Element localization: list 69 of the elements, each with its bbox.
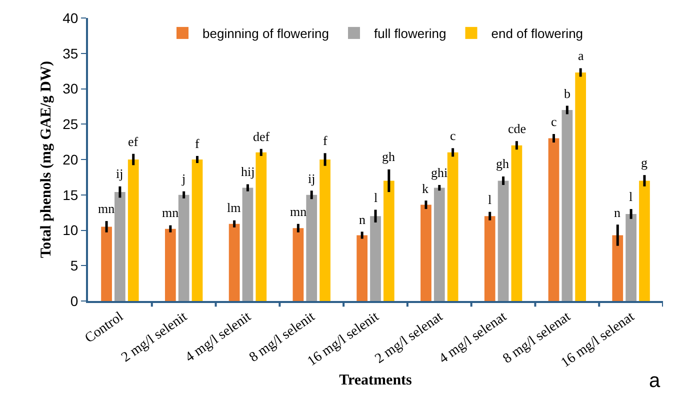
- annotation: mn: [98, 201, 116, 216]
- bar: [128, 160, 139, 301]
- bar: [101, 226, 112, 301]
- bar: [306, 194, 318, 301]
- annotation: n: [359, 212, 366, 227]
- bar: [192, 160, 203, 301]
- bar: [434, 188, 445, 301]
- annotation: f: [195, 136, 200, 151]
- annotation: a: [578, 48, 584, 63]
- bar: [420, 204, 432, 301]
- y-tick-label: 15: [62, 186, 78, 203]
- bar: [178, 194, 190, 301]
- bar: [484, 216, 496, 301]
- legend-label: beginning of flowering: [202, 26, 329, 42]
- bar: [548, 138, 560, 301]
- annotation: ef: [128, 134, 139, 149]
- bar: [383, 180, 394, 301]
- annotation: f: [323, 133, 328, 148]
- bar: [164, 228, 176, 301]
- legend-label: end of flowering: [491, 26, 584, 42]
- annotation: hij: [241, 164, 255, 179]
- bar: [447, 152, 458, 301]
- bar: [575, 72, 586, 301]
- y-tick-label: 0: [70, 292, 78, 309]
- annotation: b: [564, 86, 570, 101]
- y-tick-label: 5: [70, 258, 78, 274]
- y-tick-label: 40: [62, 10, 78, 26]
- annotation: c: [551, 114, 557, 129]
- annotation: l: [374, 190, 378, 205]
- y-tick-label: 20: [62, 151, 78, 168]
- text: a: [649, 370, 661, 392]
- y-axis-title: Total phenols (mg GAE/g DW): [38, 61, 54, 258]
- annotation: g: [641, 155, 648, 170]
- annotation: n: [614, 205, 621, 220]
- annotation: mn: [290, 204, 308, 219]
- y-tick-label: 25: [62, 116, 78, 132]
- bar: [114, 192, 126, 301]
- bar: [242, 188, 254, 301]
- y-tick-label: 10: [62, 222, 78, 238]
- annotation: def: [253, 129, 270, 144]
- bar: [498, 180, 509, 301]
- bar: [612, 235, 624, 301]
- annotation: mn: [162, 205, 180, 220]
- annotation: l: [488, 192, 492, 207]
- annotation: j: [181, 171, 186, 186]
- annotation: ij: [308, 171, 316, 186]
- bar: [228, 224, 240, 301]
- bar: [562, 110, 573, 301]
- x-axis-title: Treatments: [339, 372, 412, 388]
- annotation: c: [450, 128, 456, 143]
- annotation: gh: [496, 156, 510, 171]
- bar: [639, 180, 650, 301]
- bar: [292, 228, 304, 301]
- bar: [256, 152, 267, 301]
- bar: [356, 235, 368, 301]
- y-tick-label: 35: [62, 45, 78, 62]
- y-tick-label: 30: [62, 80, 78, 97]
- bar: [511, 145, 522, 301]
- annotation: ij: [116, 166, 124, 181]
- annotation: l: [629, 189, 633, 204]
- annotation: lm: [227, 200, 241, 215]
- legend-label: full flowering: [374, 26, 446, 42]
- bar: [320, 160, 330, 301]
- bar: [626, 214, 636, 301]
- annotation: ghi: [431, 165, 448, 180]
- annotation: cde: [508, 121, 526, 136]
- annotation: gh: [382, 149, 396, 164]
- bar: [370, 216, 381, 301]
- annotation: k: [422, 181, 429, 196]
